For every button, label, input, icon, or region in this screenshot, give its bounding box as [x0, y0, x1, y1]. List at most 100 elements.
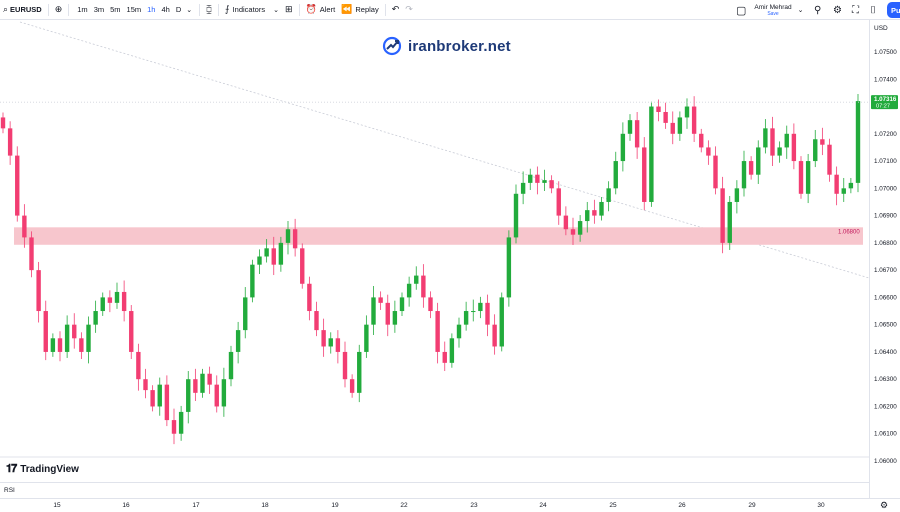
tradingview-logo[interactable]: 𝟏𝟕 TradingView	[6, 463, 79, 476]
candle-up[interactable]	[228, 351, 234, 380]
candle-down[interactable]	[164, 384, 170, 421]
candle-up[interactable]	[599, 201, 604, 216]
candle-up[interactable]	[257, 256, 262, 265]
chevron-down-icon[interactable]: ⌄	[186, 6, 193, 14]
current-price-tag[interactable]	[871, 95, 898, 110]
interval-3m[interactable]: 3m	[93, 5, 105, 14]
candle-up[interactable]	[855, 101, 861, 183]
candle-down[interactable]	[713, 155, 718, 189]
candle-up[interactable]	[186, 379, 191, 412]
candle-down[interactable]	[549, 180, 554, 189]
candle-up[interactable]	[86, 324, 91, 352]
candle-up[interactable]	[114, 291, 120, 303]
candle-down[interactable]	[79, 338, 84, 352]
candle-down[interactable]	[150, 390, 155, 407]
candle-up[interactable]	[264, 248, 269, 257]
compare-symbol-button[interactable]: ⊕	[52, 0, 66, 20]
price-chart[interactable]: 1.068001.075001.074001.073001.072001.071…	[0, 20, 900, 498]
candle-down[interactable]	[7, 128, 13, 156]
interval-4h[interactable]: 4h	[161, 5, 170, 14]
interval-1m[interactable]: 1m	[77, 5, 88, 14]
candle-up[interactable]	[499, 297, 504, 347]
candle-up[interactable]	[848, 182, 854, 189]
candle-down[interactable]	[770, 128, 775, 156]
rsi-pane-label[interactable]: RSI	[4, 487, 15, 494]
candle-down[interactable]	[827, 144, 832, 175]
layouts-button[interactable]: ⊞	[282, 0, 296, 20]
quick-search-button[interactable]: ⚲	[814, 0, 821, 20]
candle-up[interactable]	[64, 324, 70, 352]
candle-down[interactable]	[556, 188, 561, 216]
candle-up[interactable]	[93, 311, 98, 325]
candle-down[interactable]	[691, 106, 697, 134]
candle-down[interactable]	[720, 188, 725, 243]
candle-up[interactable]	[627, 120, 633, 134]
candle-down[interactable]	[378, 297, 383, 303]
candle-down[interactable]	[121, 291, 127, 312]
candle-up[interactable]	[250, 264, 255, 298]
candle-down[interactable]	[634, 120, 640, 148]
candle-down[interactable]	[314, 311, 319, 331]
candle-up[interactable]	[200, 373, 205, 393]
candle-up[interactable]	[406, 283, 412, 298]
candle-up[interactable]	[542, 180, 547, 183]
candle-up[interactable]	[392, 311, 398, 325]
candle-down[interactable]	[15, 155, 20, 216]
candle-up[interactable]	[221, 379, 227, 407]
candle-up[interactable]	[684, 106, 690, 118]
candle-up[interactable]	[649, 106, 654, 202]
candle-up[interactable]	[520, 182, 526, 194]
candle-up[interactable]	[285, 229, 291, 243]
candle-up[interactable]	[364, 324, 369, 352]
candle-down[interactable]	[428, 297, 433, 312]
candle-down[interactable]	[292, 229, 298, 249]
candle-down[interactable]	[570, 229, 576, 235]
candle-down[interactable]	[442, 351, 447, 363]
redo-button[interactable]: ↷	[402, 0, 416, 20]
candle-down[interactable]	[699, 133, 704, 148]
candle-down[interactable]	[563, 215, 569, 230]
candle-down[interactable]	[485, 302, 490, 325]
candle-up[interactable]	[357, 351, 362, 393]
candle-down[interactable]	[57, 338, 63, 352]
candle-down[interactable]	[335, 338, 341, 352]
snapshot-button[interactable]: ⌷	[870, 0, 876, 20]
candle-down[interactable]	[36, 270, 41, 312]
candle-down[interactable]	[72, 324, 77, 339]
interval-5m[interactable]: 5m	[110, 5, 121, 14]
candle-up[interactable]	[677, 117, 683, 134]
candle-down[interactable]	[214, 384, 219, 407]
candle-down[interactable]	[798, 161, 804, 194]
candle-up[interactable]	[620, 133, 626, 162]
candle-up[interactable]	[506, 237, 512, 298]
candle-down[interactable]	[143, 379, 148, 391]
candle-down[interactable]	[0, 117, 6, 129]
indicators-button[interactable]: ⨍ Indicators ⌄	[222, 0, 282, 20]
settings-button[interactable]: ⚙	[833, 0, 842, 20]
candle-up[interactable]	[100, 297, 105, 312]
candle-down[interactable]	[107, 297, 113, 303]
candle-down[interactable]	[748, 161, 754, 175]
currency-label[interactable]: USD	[874, 25, 888, 32]
candle-down[interactable]	[834, 174, 839, 194]
candle-down[interactable]	[435, 311, 440, 352]
symbol-search[interactable]: ⌕ EURUSD	[0, 0, 45, 20]
candle-up[interactable]	[763, 128, 768, 148]
alert-button[interactable]: ⏰ Alert	[303, 0, 339, 20]
candle-down[interactable]	[271, 248, 276, 265]
candle-down[interactable]	[791, 133, 797, 162]
candle-up[interactable]	[613, 161, 618, 189]
candle-up[interactable]	[741, 161, 747, 189]
candle-up[interactable]	[235, 330, 241, 352]
candle-down[interactable]	[349, 379, 355, 393]
candle-up[interactable]	[577, 221, 583, 235]
fullscreen-button[interactable]: ⛶	[852, 0, 859, 20]
candle-up[interactable]	[178, 411, 184, 434]
candle-up[interactable]	[463, 311, 469, 325]
interval-1h[interactable]: 1h	[147, 5, 156, 14]
candle-down[interactable]	[642, 147, 647, 202]
candle-up[interactable]	[328, 338, 333, 347]
candle-down[interactable]	[492, 324, 497, 347]
candle-down[interactable]	[535, 174, 540, 183]
candle-down[interactable]	[321, 330, 326, 347]
